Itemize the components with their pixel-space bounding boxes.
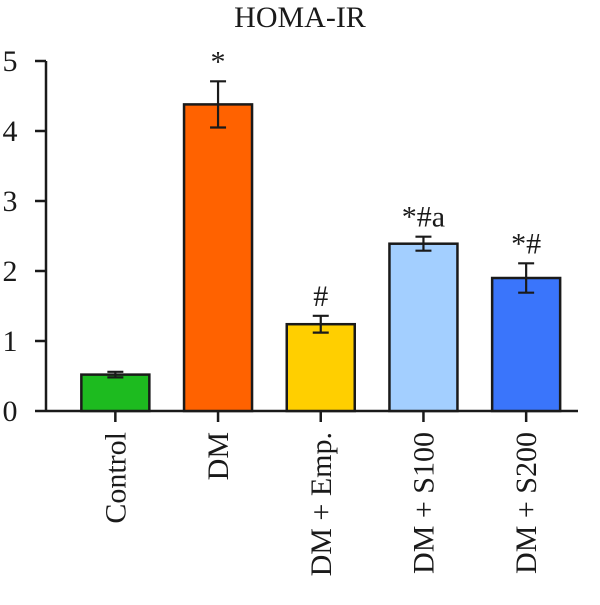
y-axis: 0 1 2 3 4 5 <box>3 45 48 428</box>
significance-label: *# <box>511 227 541 260</box>
error-bars <box>107 80 535 379</box>
x-tick-label: Control <box>99 432 132 524</box>
x-tick-label: DM + S100 <box>407 432 440 574</box>
y-tick-label: 2 <box>3 255 18 288</box>
y-tick-label: 3 <box>3 185 18 218</box>
x-axis <box>46 409 578 422</box>
bar-dm <box>182 103 254 413</box>
significance-label: # <box>313 280 328 313</box>
bars <box>80 103 562 413</box>
x-tick-labels: Control DM DM + Emp. DM + S100 DM + S200 <box>99 432 543 576</box>
significance-annotations: *#*#a*# <box>211 45 542 313</box>
bar-dm-emp <box>285 322 356 413</box>
bar-dm-s100 <box>388 242 459 413</box>
chart-title: HOMA-IR <box>234 1 366 34</box>
y-tick-label: 4 <box>3 115 18 148</box>
significance-label: * <box>211 45 226 78</box>
bar-control <box>80 373 151 413</box>
x-tick-label: DM <box>202 432 235 480</box>
x-tick-label: DM + Emp. <box>305 432 338 576</box>
y-tick-label: 5 <box>3 45 18 78</box>
y-tick-label: 0 <box>3 395 18 428</box>
significance-label: *#a <box>402 201 445 234</box>
y-tick-label: 1 <box>3 325 18 358</box>
bar-dm-s200 <box>490 276 562 413</box>
x-tick-label: DM + S200 <box>510 432 543 574</box>
